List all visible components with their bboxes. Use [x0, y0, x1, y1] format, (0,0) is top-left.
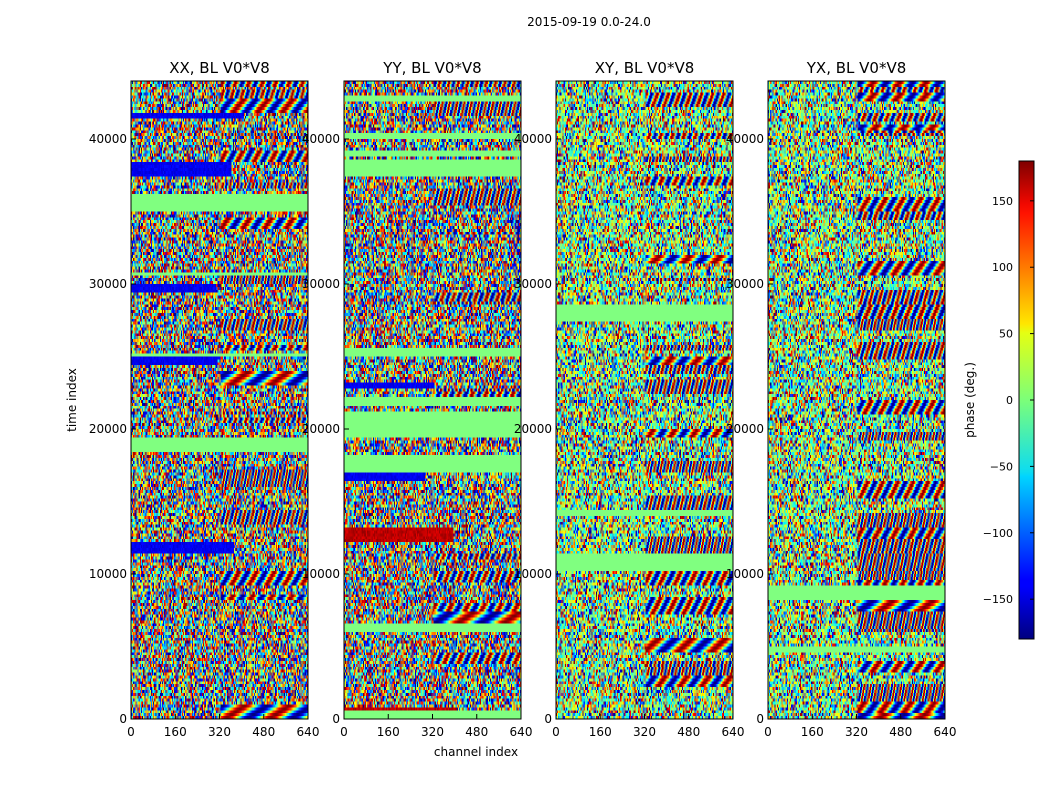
x-tick-label-2: 480: [677, 725, 700, 739]
y-tick-label-2: 0: [544, 712, 552, 726]
y-tick-label-0: 10000: [89, 567, 127, 581]
x-tick-label-3: 640: [934, 725, 957, 739]
x-tick-label-3: 320: [845, 725, 868, 739]
heatmap-image-3: [768, 81, 945, 719]
heatmap-image-0: [131, 81, 308, 719]
x-tick-label-1: 640: [510, 725, 533, 739]
x-tick-label-1: 160: [377, 725, 400, 739]
x-tick-label-1: 0: [340, 725, 348, 739]
colorbar-tick-label: −50: [990, 460, 1013, 473]
x-tick-label-0: 320: [208, 725, 231, 739]
y-tick-label-2: 20000: [514, 422, 552, 436]
panel-title-1: YY, BL V0*V8: [382, 59, 481, 77]
y-tick-label-1: 0: [332, 712, 340, 726]
panel-title-3: YX, BL V0*V8: [806, 59, 907, 77]
figure-suptitle: 2015-09-19 0.0-24.0: [527, 15, 651, 29]
x-tick-label-0: 160: [164, 725, 187, 739]
panel-3: YX, BL V0*V8 0 160 320 480 640 0 10000 20000 3000…: [726, 59, 957, 739]
colorbar-tick-label: 50: [999, 328, 1013, 341]
y-tick-label-1: 40000: [302, 132, 340, 146]
y-tick-label-1: 30000: [302, 277, 340, 291]
x-tick-label-1: 480: [465, 725, 488, 739]
panel-1: YY, BL V0*V8 0 160 320 480 640 0 10000 20000 3000…: [302, 59, 533, 739]
y-tick-label-3: 10000: [726, 567, 764, 581]
y-tick-label-1: 20000: [302, 422, 340, 436]
y-tick-label-2: 10000: [514, 567, 552, 581]
colorbar-tick-label: −150: [983, 593, 1013, 606]
x-tick-label-3: 480: [889, 725, 912, 739]
x-axis-label: channel index: [434, 745, 518, 759]
panel-title-0: XX, BL V0*V8: [169, 59, 270, 77]
y-tick-label-3: 40000: [726, 132, 764, 146]
heatmap-image-1: [344, 81, 521, 719]
y-tick-label-0: 40000: [89, 132, 127, 146]
colorbar-tick-label: 150: [992, 195, 1013, 208]
panel-0: XX, BL V0*V8 0 160 320 480 640 0 10000 20000 3000…: [89, 59, 320, 739]
x-tick-label-2: 640: [722, 725, 745, 739]
x-tick-label-3: 160: [801, 725, 824, 739]
y-axis-label: time index: [65, 368, 79, 432]
y-tick-label-3: 20000: [726, 422, 764, 436]
y-tick-label-2: 30000: [514, 277, 552, 291]
y-tick-label-0: 0: [119, 712, 127, 726]
x-tick-label-3: 0: [764, 725, 772, 739]
panel-2: XY, BL V0*V8 0 160 320 480 640 0 10000 20000 3000…: [514, 59, 745, 739]
colorbar-tick-label: 100: [992, 261, 1013, 274]
x-tick-label-1: 320: [421, 725, 444, 739]
panel-title-2: XY, BL V0*V8: [595, 59, 695, 77]
colorbar-label: phase (deg.): [963, 362, 977, 438]
colorbar-tick-label: −100: [983, 527, 1013, 540]
y-tick-label-0: 20000: [89, 422, 127, 436]
x-tick-label-0: 640: [297, 725, 320, 739]
x-tick-label-2: 320: [633, 725, 656, 739]
y-tick-label-1: 10000: [302, 567, 340, 581]
y-tick-label-3: 30000: [726, 277, 764, 291]
heatmap-image-2: [556, 81, 733, 719]
x-tick-label-0: 480: [252, 725, 275, 739]
x-tick-label-2: 160: [589, 725, 612, 739]
colorbar-tick-label: 0: [1006, 394, 1013, 407]
colorbar: 150 100 50 0 −50 −100 −150 phase (deg.): [963, 160, 1035, 640]
x-tick-label-0: 0: [127, 725, 135, 739]
y-tick-label-3: 0: [756, 712, 764, 726]
x-tick-label-2: 0: [552, 725, 560, 739]
y-tick-label-0: 30000: [89, 277, 127, 291]
y-tick-label-2: 40000: [514, 132, 552, 146]
